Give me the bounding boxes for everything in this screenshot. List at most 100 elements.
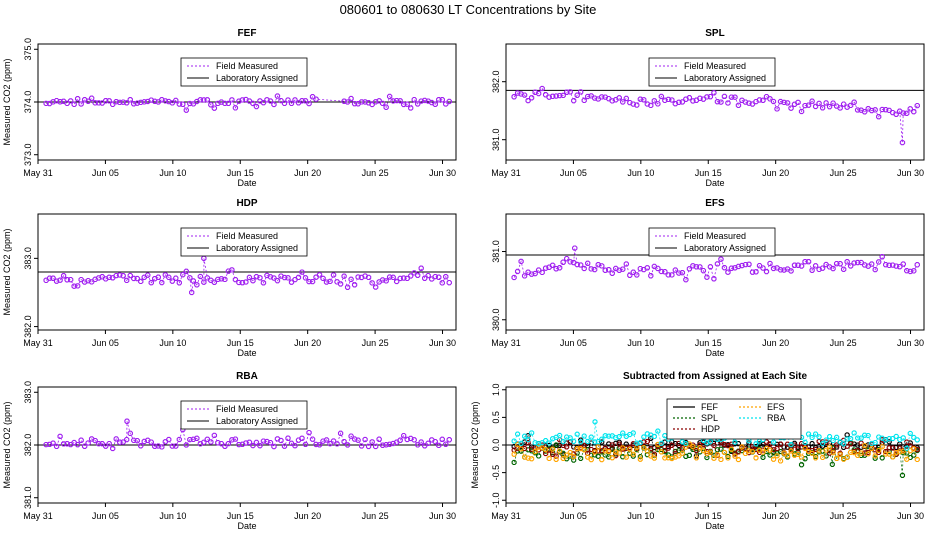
series-point-rba [567,435,573,441]
field-point [746,261,752,267]
field-point [798,263,805,269]
y-tick-label: 383.0 [23,381,33,404]
field-point [535,267,542,273]
series-point-fef [606,441,612,447]
field-point [306,100,312,107]
series-point-efs [809,450,815,456]
field-point [819,105,826,111]
field-point [334,279,340,285]
field-point [341,438,347,445]
panel-title: EFS [705,198,725,209]
x-tick-label: Jun 30 [897,511,924,521]
series-point-hdp [890,445,896,451]
field-point [145,272,151,278]
x-tick-label: Jun 10 [159,168,186,178]
series-point-efs [700,448,706,454]
field-point [320,275,326,282]
field-point [120,273,126,279]
series-point-efs [735,457,742,463]
series-point-efs [658,449,664,455]
series-point-rba [529,430,535,436]
series-point-rba [816,434,822,440]
field-point [809,267,815,273]
series-point-hdp [616,441,622,447]
field-point [415,272,421,278]
series-point-fef [683,439,689,445]
field-point [204,275,211,281]
field-point [446,437,452,443]
field-point [760,97,766,103]
field-point [215,440,221,446]
series-point-efs [522,454,528,460]
field-point [138,443,144,449]
series-point-efs [788,448,794,454]
series-point-efs [616,450,622,456]
series-point-efs [763,445,770,452]
field-point [71,101,77,108]
field-point [805,259,812,265]
field-point [826,103,833,110]
series-point-efs [823,447,829,453]
field-point [620,266,626,272]
field-point [707,93,714,100]
series-point-efs [904,456,910,462]
field-point [390,274,396,281]
panel-rba: RBA May 31 Jun 05 Jun 10 Jun 15 Jun 20 Jun 25 J… [2,371,457,531]
field-point [264,97,270,103]
field-point [124,436,130,443]
y-tick-label: 382.0 [23,315,33,338]
series-point-rba [813,431,819,437]
series-point-hdp [777,441,784,447]
field-point [204,97,211,103]
field-point [869,261,875,267]
x-tick-label: Jun 25 [362,338,389,348]
field-point [651,263,657,270]
series-point-rba [879,435,885,441]
x-tick-label: May 31 [23,168,53,178]
field-point [697,95,703,102]
field-point [784,100,791,106]
x-tick-label: Jun 15 [695,511,722,521]
field-point [376,98,382,104]
series-point-efs [546,455,552,462]
y-tick-label: 381.0 [491,128,501,151]
x-tick-label: Jun 05 [560,168,587,178]
x-tick-label: Jun 25 [830,338,857,348]
series-point-spl [879,455,885,461]
field-point [823,261,829,268]
series-line-hdp [513,438,918,457]
field-point [159,279,165,286]
series-point-hdp [858,440,864,446]
field-point [337,281,344,287]
field-point [514,90,521,96]
series-point-efs [627,446,633,452]
field-point [110,445,116,452]
field-point [88,436,95,442]
legend-label: Field Measured [216,404,278,414]
field-point [264,272,270,279]
field-point [71,439,77,446]
field-point [148,439,154,445]
x-axis-label: Date [705,178,724,188]
field-point [432,438,438,445]
series-point-efs [869,446,875,452]
series-point-rba [662,433,668,439]
plot-frame [505,43,925,161]
field-point [232,436,239,442]
legend-label: Field Measured [684,231,746,241]
series-point-rba [609,433,615,439]
x-tick-label: Jun 15 [227,511,254,521]
field-point [637,265,643,272]
legend-box [180,400,308,430]
field-point [795,99,801,106]
field-point [278,437,284,444]
x-tick-label: Jun 20 [762,511,789,521]
series-point-rba [585,438,591,445]
field-point [767,260,773,267]
y-tick-label: 383.0 [23,247,33,270]
field-point [535,90,542,97]
field-point [257,98,263,104]
field-point [707,264,714,270]
y-tick-label: 373.0 [23,143,33,166]
series-point-rba [581,433,587,439]
